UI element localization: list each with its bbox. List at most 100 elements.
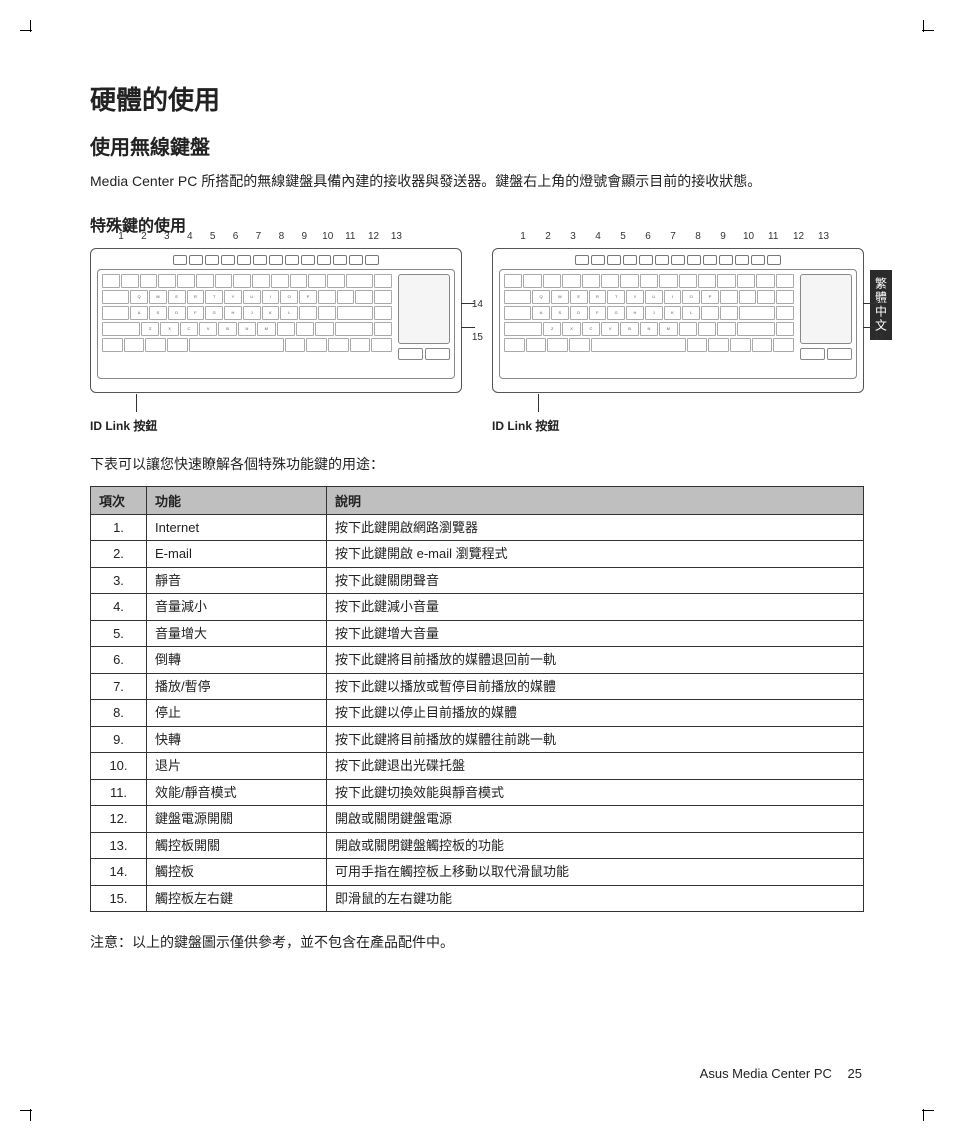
idlink-pointer-line (538, 394, 539, 412)
callout-num: 6 (231, 231, 241, 242)
cell-func: 播放/暫停 (147, 673, 327, 700)
page-number: 25 (848, 1066, 862, 1081)
cell-desc: 按下此鍵以停止目前播放的媒體 (327, 700, 864, 727)
cell-num: 13. (91, 832, 147, 859)
cell-num: 10. (91, 753, 147, 780)
cell-desc: 按下此鍵增大音量 (327, 620, 864, 647)
callout-num: 1 (116, 231, 126, 242)
table-row: 1.Internet按下此鍵開啟網路瀏覽器 (91, 514, 864, 541)
cell-num: 9. (91, 726, 147, 753)
callout-numbers-top: 1 2 3 4 5 6 7 8 9 10 11 12 13 (116, 231, 401, 242)
table-row: 8.停止按下此鍵以停止目前播放的媒體 (91, 700, 864, 727)
table-header-desc: 說明 (327, 486, 864, 514)
cell-func: 音量增大 (147, 620, 327, 647)
callout-num: 7 (668, 231, 678, 242)
cell-func: Internet (147, 514, 327, 541)
cell-func: 倒轉 (147, 647, 327, 674)
callout-numbers-right: 14 15 (874, 299, 885, 343)
cell-func: E-mail (147, 541, 327, 568)
table-row: 13.觸控板開關開啟或關閉鍵盤觸控板的功能 (91, 832, 864, 859)
cell-desc: 按下此鍵切換效能與靜音模式 (327, 779, 864, 806)
crop-mark (20, 20, 40, 40)
callout-num: 11 (345, 231, 355, 242)
cell-func: 鍵盤電源開關 (147, 806, 327, 833)
cell-num: 14. (91, 859, 147, 886)
cell-num: 4. (91, 594, 147, 621)
crop-mark (914, 1101, 934, 1121)
callout-num: 2 (139, 231, 149, 242)
table-row: 14.觸控板可用手指在觸控板上移動以取代滑鼠功能 (91, 859, 864, 886)
touchpad-icon (800, 274, 852, 344)
callout-numbers-right: 14 15 (472, 299, 483, 343)
table-row: 4.音量減小按下此鍵減小音量 (91, 594, 864, 621)
keyboard-caption-left: ID Link 按鈕 (90, 417, 462, 434)
callout-num: 7 (253, 231, 263, 242)
page-title: 硬體的使用 (90, 80, 864, 117)
keyboard-diagram-right: 1 2 3 4 5 6 7 8 9 10 11 12 13 QWERTYU (492, 248, 864, 434)
table-header-func: 功能 (147, 486, 327, 514)
callout-num: 3 (568, 231, 578, 242)
section-subtitle: 使用無線鍵盤 (90, 131, 864, 160)
cell-num: 11. (91, 779, 147, 806)
page-footer: Asus Media Center PC 25 (700, 1066, 862, 1081)
table-row: 2.E-mail按下此鍵開啟 e-mail 瀏覽程式 (91, 541, 864, 568)
cell-desc: 按下此鍵關閉聲音 (327, 567, 864, 594)
cell-desc: 開啟或關閉鍵盤電源 (327, 806, 864, 833)
callout-num: 6 (643, 231, 653, 242)
cell-func: 效能/靜音模式 (147, 779, 327, 806)
table-row: 3.靜音按下此鍵關閉聲音 (91, 567, 864, 594)
cell-num: 5. (91, 620, 147, 647)
callout-num: 5 (208, 231, 218, 242)
cell-desc: 按下此鍵將目前播放的媒體往前跳一軌 (327, 726, 864, 753)
table-row: 5.音量增大按下此鍵增大音量 (91, 620, 864, 647)
table-header-num: 項次 (91, 486, 147, 514)
cell-func: 停止 (147, 700, 327, 727)
keyboard-media-row (97, 255, 455, 265)
callout-num: 15 (874, 332, 885, 343)
keyboard-body: QWERTYUIOP ASDFGHJKL ZXCVBNM (97, 269, 455, 379)
table-row: 12.鍵盤電源開關開啟或關閉鍵盤電源 (91, 806, 864, 833)
table-row: 9.快轉按下此鍵將目前播放的媒體往前跳一軌 (91, 726, 864, 753)
idlink-pointer-line (136, 394, 137, 412)
callout-num: 10 (322, 231, 332, 242)
callout-num: 15 (472, 332, 483, 343)
callout-num: 9 (718, 231, 728, 242)
callout-num: 5 (618, 231, 628, 242)
touchpad-icon (398, 274, 450, 344)
cell-desc: 按下此鍵開啟 e-mail 瀏覽程式 (327, 541, 864, 568)
table-row: 11.效能/靜音模式按下此鍵切換效能與靜音模式 (91, 779, 864, 806)
callout-num: 14 (472, 299, 483, 310)
callout-num: 14 (874, 299, 885, 310)
touchpad-buttons-icon (398, 348, 450, 360)
keyboard-diagrams-row: 1 2 3 4 5 6 7 8 9 10 11 12 13 QWERTYU (90, 248, 864, 434)
keyboard-caption-right: ID Link 按鈕 (492, 417, 864, 434)
cell-desc: 按下此鍵減小音量 (327, 594, 864, 621)
table-row: 10.退片按下此鍵退出光碟托盤 (91, 753, 864, 780)
cell-num: 3. (91, 567, 147, 594)
footer-product: Asus Media Center PC (700, 1066, 832, 1081)
callout-num: 11 (768, 231, 778, 242)
crop-mark (914, 20, 934, 40)
callout-num: 3 (162, 231, 172, 242)
cell-func: 觸控板左右鍵 (147, 885, 327, 912)
cell-desc: 按下此鍵退出光碟托盤 (327, 753, 864, 780)
callout-num: 10 (743, 231, 753, 242)
callout-num: 12 (368, 231, 378, 242)
cell-desc: 按下此鍵開啟網路瀏覽器 (327, 514, 864, 541)
callout-num: 9 (299, 231, 309, 242)
cell-num: 12. (91, 806, 147, 833)
cell-func: 快轉 (147, 726, 327, 753)
keyboard-figure: 1 2 3 4 5 6 7 8 9 10 11 12 13 QWERTYU (90, 248, 462, 393)
callout-num: 8 (276, 231, 286, 242)
keyboard-media-row (499, 255, 857, 265)
callout-numbers-top: 1 2 3 4 5 6 7 8 9 10 11 12 13 (518, 231, 828, 242)
cell-desc: 開啟或關閉鍵盤觸控板的功能 (327, 832, 864, 859)
table-intro: 下表可以讓您快速瞭解各個特殊功能鍵的用途： (90, 454, 864, 474)
touchpad-buttons-icon (800, 348, 852, 360)
cell-func: 觸控板 (147, 859, 327, 886)
cell-num: 1. (91, 514, 147, 541)
callout-num: 4 (593, 231, 603, 242)
special-keys-table: 項次 功能 說明 1.Internet按下此鍵開啟網路瀏覽器2.E-mail按下… (90, 486, 864, 913)
cell-desc: 即滑鼠的左右鍵功能 (327, 885, 864, 912)
cell-func: 靜音 (147, 567, 327, 594)
